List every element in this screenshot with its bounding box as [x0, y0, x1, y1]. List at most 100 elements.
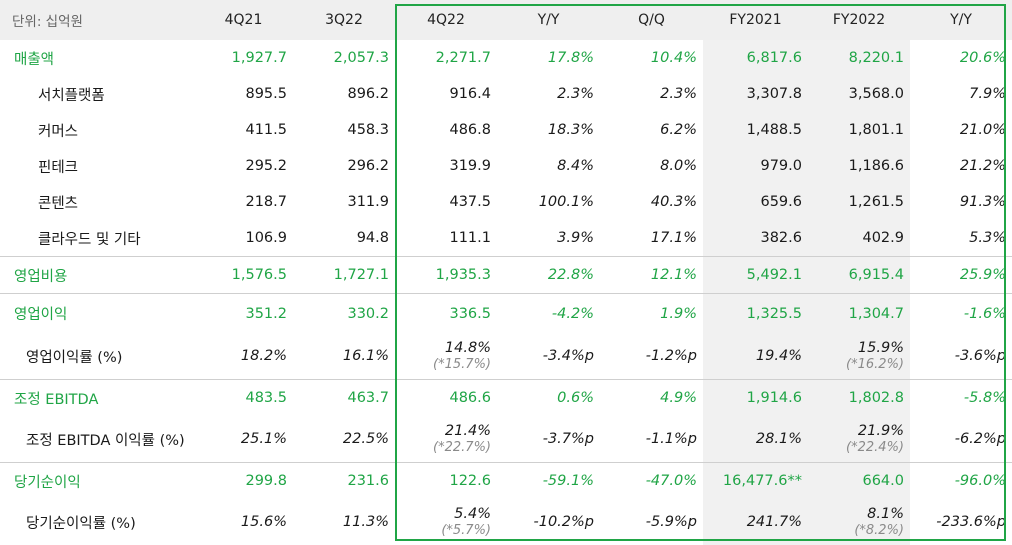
- value: 5.4%: [454, 506, 491, 522]
- cell-4q22: 2,271.7: [435, 50, 491, 66]
- table-row-operating-profit: 영업이익 351.2 330.2 336.5 -4.2% 1.9% 1,325.…: [0, 293, 1012, 333]
- cell-3q22: 94.8: [356, 230, 389, 246]
- cell-fy2021: 16,477.6**: [703, 462, 808, 499]
- cell-fy-yoy: -5.8%: [910, 379, 1012, 416]
- row-label: 클라우드 및 기타: [38, 231, 141, 248]
- cell-fy2022: 402.9: [808, 220, 910, 257]
- cell-fy2021: 3,307.8: [703, 76, 808, 112]
- cell-fy-yoy: 25.9%: [910, 256, 1012, 294]
- row-label: 핀테크: [38, 159, 79, 176]
- cell-fy-yoy: -6.2%p: [954, 431, 1006, 447]
- cell-fy2021: 659.6: [703, 184, 808, 220]
- table-row-adjusted-ebitda-margin: 조정 EBITDA 이익률 (%) 25.1% 22.5% 21.4% (*22…: [0, 416, 1012, 463]
- cell-yoy: 18.3%: [547, 122, 594, 138]
- cell-qoq: 1.9%: [600, 293, 703, 333]
- cell-3q22: 896.2: [347, 86, 389, 102]
- table-row-cloud-etc: 클라우드 및 기타 106.9 94.8 111.1 3.9% 17.1% 38…: [0, 220, 1012, 257]
- table-row-revenue: 매출액 1,927.7 2,057.3 2,271.7 17.8% 10.4% …: [0, 40, 1012, 76]
- cell-qoq: 4.9%: [600, 379, 703, 416]
- cell-4q21: 25.1%: [240, 431, 287, 447]
- cell-4q22: 319.9: [449, 158, 491, 174]
- row-label: 조정 EBITDA 이익률 (%): [26, 432, 185, 449]
- cell-4q22: 336.5: [395, 293, 497, 333]
- cell-fy2021: 241.7%: [703, 499, 808, 545]
- cell-4q21: 483.5: [194, 379, 293, 416]
- cell-fy2021: 5,492.1: [703, 256, 808, 294]
- cell-4q21: 218.7: [245, 194, 287, 210]
- row-label: 매출액: [14, 51, 55, 68]
- cell-fy2022: 1,802.8: [808, 379, 910, 416]
- cell-3q22: 296.2: [347, 158, 389, 174]
- cell-fy2022: 21.9% (*22.4%): [808, 416, 910, 463]
- cell-3q22: 1,727.1: [293, 256, 395, 294]
- value: 21.4%: [444, 423, 491, 439]
- cell-yoy: -59.1%: [497, 462, 600, 499]
- cell-fy2021: 979.0: [703, 148, 808, 184]
- cell-fy2022: 6,915.4: [808, 256, 910, 294]
- cell-4q21: 1,576.5: [194, 256, 293, 294]
- row-label: 당기순이익: [0, 462, 194, 499]
- cell-qoq: 17.1%: [650, 230, 697, 246]
- table-row-net-margin: 당기순이익률 (%) 15.6% 11.3% 5.4% (*5.7%) -10.…: [0, 499, 1012, 545]
- cell-qoq: -5.9%p: [645, 514, 697, 530]
- table-row-search-platform: 서치플랫폼 895.5 896.2 916.4 2.3% 2.3% 3,307.…: [0, 76, 1012, 112]
- cell-yoy: 100.1%: [538, 194, 594, 210]
- cell-fy2021: 1,325.5: [703, 293, 808, 333]
- cell-4q21: 1,927.7: [231, 50, 287, 66]
- unit-label: 단위: 십억원: [0, 0, 194, 40]
- cell-fy-yoy: -3.6%p: [954, 348, 1006, 364]
- cell-yoy: -3.7%p: [542, 431, 594, 447]
- value: 15.9%: [857, 340, 904, 356]
- cell-qoq: -1.2%p: [645, 348, 697, 364]
- row-label: 커머스: [38, 123, 79, 140]
- cell-yoy: 8.4%: [557, 158, 594, 174]
- row-label: 당기순이익률 (%): [26, 515, 136, 532]
- table-row-operating-margin: 영업이익률 (%) 18.2% 16.1% 14.8% (*15.7%) -3.…: [0, 333, 1012, 380]
- cell-4q21: 295.2: [245, 158, 287, 174]
- row-label: 콘텐츠: [38, 195, 79, 212]
- cell-fy2022: 1,186.6: [808, 148, 910, 184]
- cell-4q22: 437.5: [449, 194, 491, 210]
- cell-3q22: 2,057.3: [333, 50, 389, 66]
- value: 14.8%: [444, 340, 491, 356]
- col-header-fy-yoy: Y/Y: [910, 0, 1012, 40]
- col-header-fy2022: FY2022: [808, 0, 910, 40]
- cell-3q22: 463.7: [293, 379, 395, 416]
- cell-fy-yoy: 5.3%: [969, 230, 1006, 246]
- adjusted-note: (*22.4%): [846, 440, 904, 455]
- cell-3q22: 231.6: [293, 462, 395, 499]
- table-row-net-income: 당기순이익 299.8 231.6 122.6 -59.1% -47.0% 16…: [0, 462, 1012, 499]
- cell-fy2021: 19.4%: [703, 333, 808, 380]
- cell-yoy: 2.3%: [557, 86, 594, 102]
- cell-qoq: 8.0%: [660, 158, 697, 174]
- col-header-3q22: 3Q22: [293, 0, 395, 40]
- cell-4q22: 14.8% (*15.7%): [395, 333, 497, 380]
- cell-3q22: 330.2: [293, 293, 395, 333]
- row-label: 영업이익률 (%): [26, 349, 123, 366]
- cell-qoq: 40.3%: [650, 194, 697, 210]
- cell-qoq: -47.0%: [600, 462, 703, 499]
- cell-4q22: 486.8: [449, 122, 491, 138]
- cell-4q21: 15.6%: [240, 514, 287, 530]
- cell-qoq: -1.1%p: [645, 431, 697, 447]
- cell-fy2022: 664.0: [808, 462, 910, 499]
- cell-4q22: 916.4: [449, 86, 491, 102]
- row-label: 조정 EBITDA: [0, 379, 194, 416]
- value: 8.1%: [867, 506, 904, 522]
- cell-qoq: 2.3%: [660, 86, 697, 102]
- cell-4q21: 895.5: [245, 86, 287, 102]
- cell-fy2022: 15.9% (*16.2%): [808, 333, 910, 380]
- row-label: 서치플랫폼: [38, 87, 105, 104]
- cell-4q21: 351.2: [194, 293, 293, 333]
- adjusted-note: (*15.7%): [433, 357, 491, 372]
- cell-fy-yoy: 21.2%: [959, 158, 1006, 174]
- cell-fy2022: 1,261.5: [808, 184, 910, 220]
- cell-4q21: 411.5: [245, 122, 287, 138]
- cell-3q22: 11.3%: [342, 514, 389, 530]
- cell-fy2021: 1,488.5: [703, 112, 808, 148]
- cell-4q21: 18.2%: [240, 348, 287, 364]
- cell-qoq: 12.1%: [600, 256, 703, 294]
- row-label: 영업비용: [0, 256, 194, 294]
- cell-fy2021: 28.1%: [703, 416, 808, 463]
- cell-fy-yoy: 91.3%: [959, 194, 1006, 210]
